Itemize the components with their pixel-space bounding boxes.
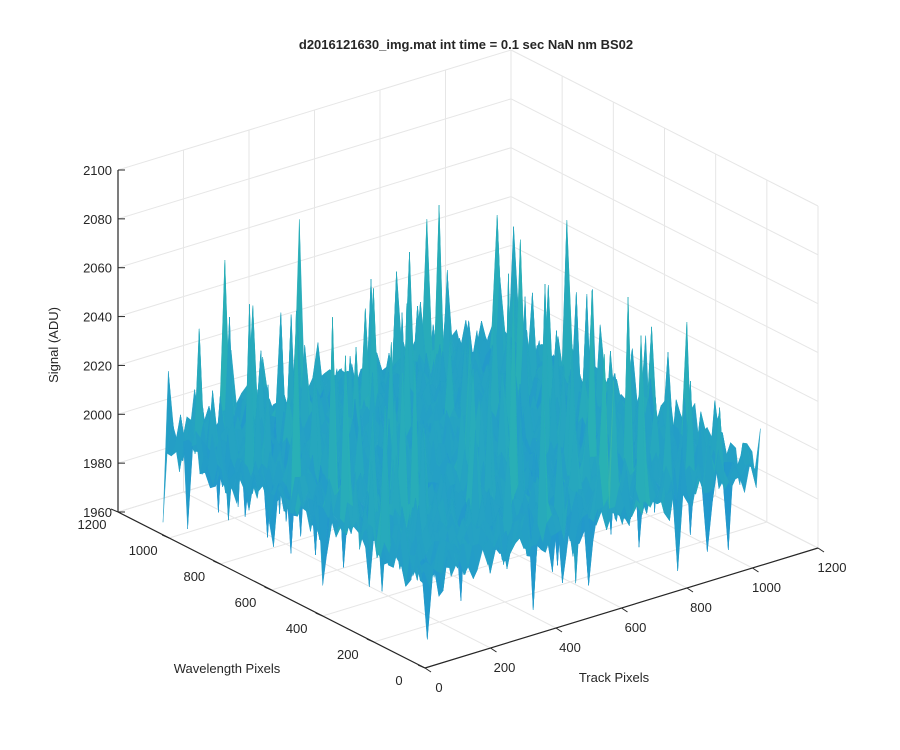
grid-line xyxy=(322,495,716,617)
grid-line xyxy=(510,49,819,207)
x-tick-label: 800 xyxy=(690,600,712,615)
y-tick-mark xyxy=(213,560,221,565)
grid-line xyxy=(117,49,512,171)
y-tick-label: 200 xyxy=(337,647,359,662)
z-tick-label: 2100 xyxy=(83,163,112,178)
y-tick-mark xyxy=(315,612,323,617)
z-tick-label: 1960 xyxy=(83,505,112,520)
z-tick-label: 2060 xyxy=(83,261,112,276)
x-tick-label: 1000 xyxy=(752,580,781,595)
y-tick-mark xyxy=(161,534,170,539)
x-tick-label: 400 xyxy=(559,640,581,655)
x-tick-mark xyxy=(490,647,497,653)
grid-line xyxy=(510,293,819,451)
grid-line xyxy=(510,98,819,256)
x-tick-mark xyxy=(621,607,628,613)
y-axis-label: Wavelength Pixels xyxy=(174,661,281,676)
x-tick-mark xyxy=(555,627,563,633)
surface-mesh xyxy=(162,205,761,640)
x-tick-mark xyxy=(424,667,432,673)
chart-title: d2016121630_img.mat int time = 0.1 sec N… xyxy=(299,37,633,52)
x-axis-label: Track Pixels xyxy=(579,670,650,685)
grid-line xyxy=(510,196,819,354)
z-tick-label: 1980 xyxy=(83,456,112,471)
axes xyxy=(110,169,825,673)
z-tick-label: 2080 xyxy=(83,212,112,227)
tick-labels: 0 200 400 600 800 1000 1200 0 200 400 600 800 1000 12… xyxy=(78,163,847,695)
grid-line xyxy=(117,244,512,366)
grid-line xyxy=(117,147,512,269)
y-tick-mark xyxy=(417,664,426,669)
y-tick-label: 600 xyxy=(235,595,257,610)
y-tick-label: 1200 xyxy=(78,517,107,532)
grid-line xyxy=(117,196,512,318)
y-tick-label: 400 xyxy=(286,621,308,636)
x-tick-mark xyxy=(686,587,694,593)
y-tick-label: 1000 xyxy=(129,543,158,558)
x-tick-label: 200 xyxy=(494,660,516,675)
z-tick-label: 2040 xyxy=(83,310,112,325)
grid-line xyxy=(373,521,767,643)
x-tick-mark xyxy=(752,567,759,573)
y-tick-label: 0 xyxy=(395,673,402,688)
surface-patch xyxy=(420,561,431,589)
y-tick-mark xyxy=(366,638,375,643)
x-tick-label: 0 xyxy=(435,680,442,695)
z-axis-label: Signal (ADU) xyxy=(46,307,61,383)
z-tick-label: 2000 xyxy=(83,407,112,422)
x-tick-label: 1200 xyxy=(818,560,847,575)
y-tick-mark xyxy=(110,508,119,513)
x-tick-label: 600 xyxy=(625,620,647,635)
z-tick-label: 2020 xyxy=(83,358,112,373)
x-tick-mark xyxy=(817,547,825,553)
grid-line xyxy=(117,98,512,220)
grid-line xyxy=(510,147,819,305)
grid-line xyxy=(510,244,819,402)
y-tick-mark xyxy=(264,586,272,591)
y-tick-label: 800 xyxy=(183,569,205,584)
